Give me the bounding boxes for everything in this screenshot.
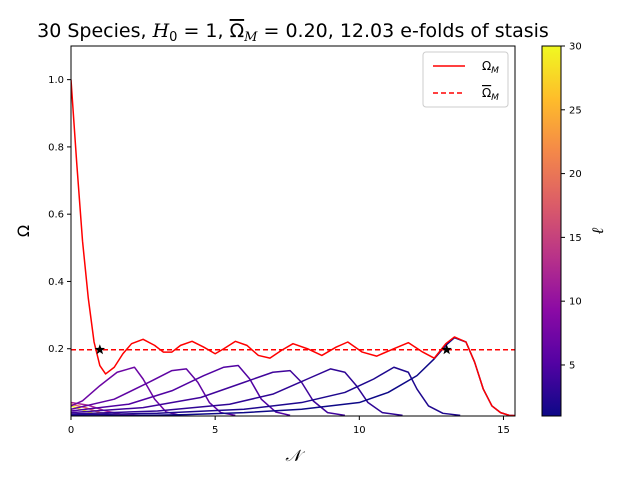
legend-label-stasis: ΩM <box>482 86 499 103</box>
series-line-ell-7 <box>71 366 181 416</box>
y-tick-label: 0.8 <box>48 142 64 153</box>
colorbar: 5 10 15 20 25 30 ℓ <box>541 42 607 417</box>
colorbar-tick-label: 20 <box>569 169 582 180</box>
y-axis-title: Ω <box>14 225 33 237</box>
y-tick-label: 0.2 <box>48 344 64 355</box>
x-tick-label: 0 <box>68 425 74 436</box>
x-tick-label: 10 <box>353 425 366 436</box>
x-axis-title: 𝒩 <box>285 446 305 465</box>
series-line-ell-3 <box>71 368 403 416</box>
colorbar-tick-label: 15 <box>569 233 582 244</box>
colorbar-tick-label: 10 <box>569 297 582 308</box>
x-tick-label: 15 <box>497 425 510 436</box>
plot-frame <box>70 45 516 417</box>
series-line-omega-m <box>71 79 515 416</box>
y-tick-label: 0.4 <box>48 277 64 288</box>
y-tick-label: 0.6 <box>48 210 64 221</box>
colorbar-tick-label: 30 <box>569 42 582 53</box>
colorbar-gradient <box>541 45 562 417</box>
colorbar-tick-label: 25 <box>569 105 582 116</box>
series-line-ell-2 <box>71 366 461 416</box>
colorbar-tick-label: 5 <box>569 360 575 371</box>
series-line-ell-6 <box>71 368 236 416</box>
chart-title: 30 Species, H0 = 1, ΩM = 0.20, 12.03 e-f… <box>37 20 549 45</box>
y-tick-label: 1.0 <box>48 75 64 86</box>
legend: ΩM ΩM <box>422 51 509 108</box>
legend-label-omega-m: ΩM <box>482 59 499 76</box>
plot-area: 0 5 10 15 0.2 0.4 0.6 0.8 1.0 <box>48 45 516 436</box>
stasis-marker-end <box>441 344 452 355</box>
series-line-ell-5 <box>71 364 291 416</box>
x-tick-label: 5 <box>212 425 218 436</box>
stasis-marker-start <box>94 344 106 355</box>
colorbar-label: ℓ <box>588 227 607 234</box>
